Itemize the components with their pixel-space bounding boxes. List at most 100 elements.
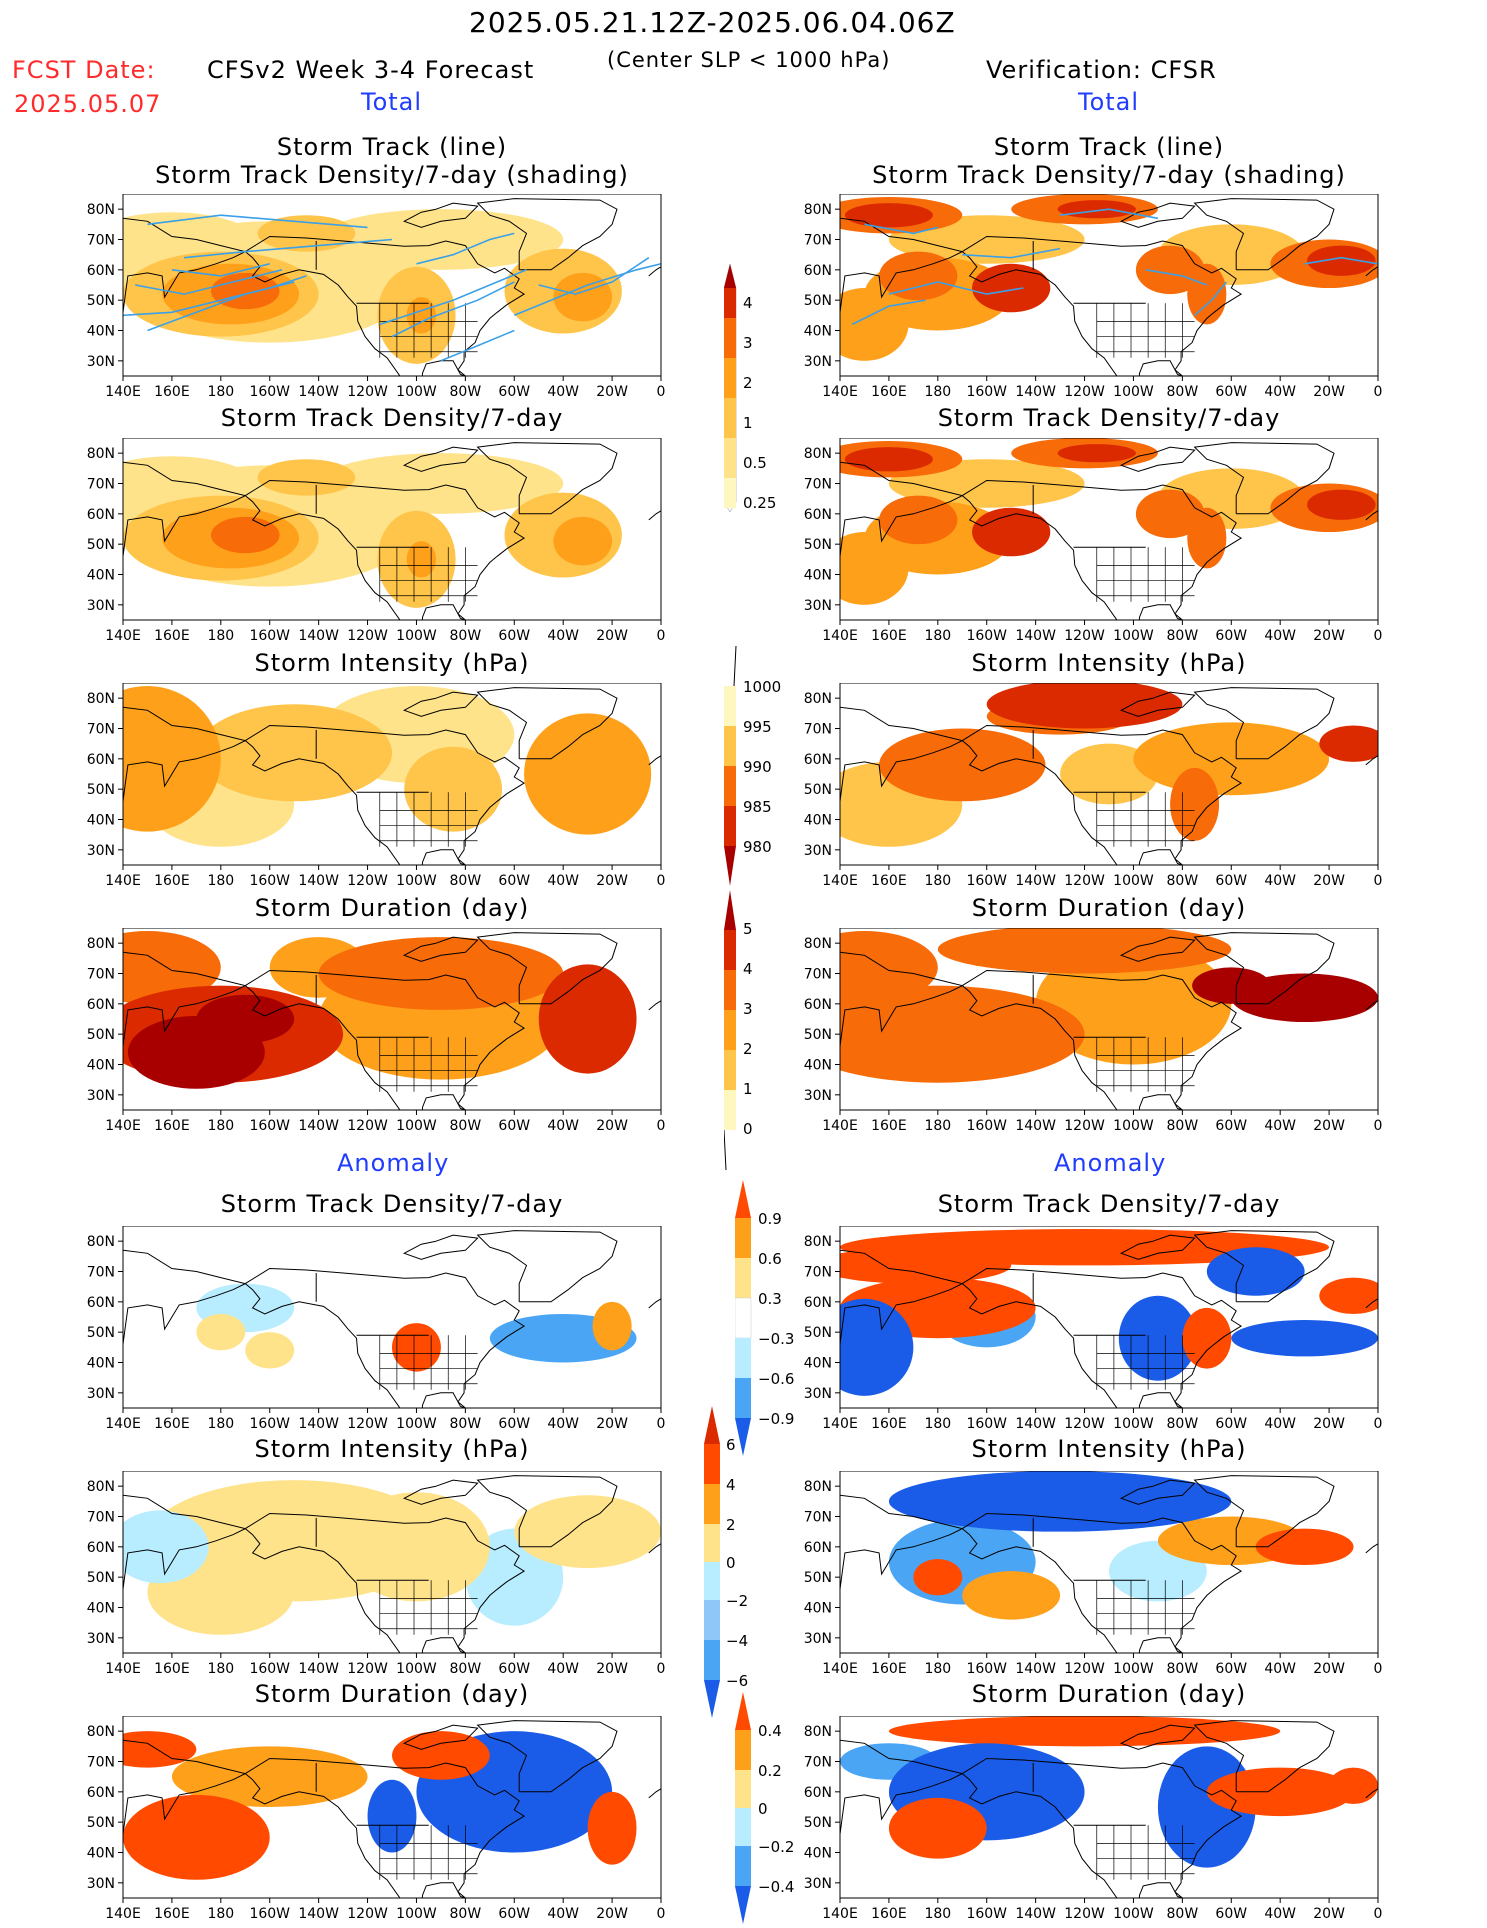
- cb-aint-3: 0: [726, 1554, 736, 1572]
- coastline: [840, 461, 964, 557]
- colorbar-density-anom: [734, 1180, 755, 1460]
- lon-tick-label: 20W: [596, 1661, 628, 1677]
- lon-tick-label: 60W: [498, 1416, 530, 1432]
- coastline: [476, 932, 618, 1005]
- shade-region: [1135, 245, 1205, 295]
- lon-tick-label: 80W: [1167, 1118, 1199, 1134]
- lon-tick-label: 80W: [1167, 384, 1199, 400]
- lon-tick-label: 160W: [249, 384, 290, 400]
- lat-tick-label: 30N: [804, 1631, 832, 1647]
- lon-tick-label: 0: [657, 628, 666, 644]
- lat-tick-label: 70N: [87, 1510, 115, 1526]
- lon-tick-label: 120W: [1064, 384, 1105, 400]
- shade-region: [879, 495, 958, 545]
- cb-aint-4: −2: [726, 1592, 749, 1610]
- lon-tick-label: 40W: [547, 1661, 579, 1677]
- cb-dens-4: 3: [743, 334, 753, 352]
- shade-region: [392, 1731, 490, 1780]
- lat-tick-label: 70N: [87, 233, 115, 249]
- lon-tick-label: 60W: [498, 384, 530, 400]
- total-label-right: Total: [1078, 88, 1140, 116]
- lat-tick-label: 50N: [87, 1815, 115, 1831]
- title-fc-aint: Storm Intensity (hPa): [254, 1435, 530, 1463]
- coastline: [244, 724, 526, 865]
- lon-tick-label: 120W: [347, 1118, 388, 1134]
- storm-track-line: [171, 263, 270, 277]
- map-fc-aint: 140E 160E 180 160W 140W 120W 100W 80W 60W 40W 20W 0…: [73, 1471, 667, 1679]
- lat-tick-label: 50N: [87, 1570, 115, 1586]
- storm-track-line: [416, 232, 515, 265]
- coastline: [123, 461, 247, 557]
- lat-tick-label: 40N: [804, 1058, 832, 1074]
- lon-tick-label: 140E: [822, 1661, 858, 1677]
- cb-int-3: 985: [743, 798, 772, 816]
- lon-tick-label: 140E: [822, 384, 858, 400]
- shade-region: [406, 541, 437, 578]
- title-ob-adur: Storm Duration (day): [971, 1680, 1247, 1708]
- lon-tick-label: 160E: [154, 1906, 190, 1922]
- lon-tick-label: 40W: [547, 1416, 579, 1432]
- coastline: [123, 951, 247, 1047]
- lat-tick-label: 70N: [804, 1265, 832, 1281]
- coastline: [1193, 1475, 1335, 1548]
- lon-tick-label: 0: [657, 1661, 666, 1677]
- storm-track-line: [123, 275, 307, 317]
- shade-region: [888, 1471, 1232, 1532]
- lat-tick-label: 60N: [87, 1540, 115, 1556]
- map-fc-adens: 140E 160E 180 160W 140W 120W 100W 80W 60W 40W 20W 0…: [73, 1226, 667, 1434]
- shade-region: [840, 931, 938, 1004]
- shade-region: [318, 937, 564, 1010]
- shade-region: [840, 1247, 1012, 1284]
- cb-int-2: 990: [743, 758, 772, 776]
- lat-tick-label: 40N: [87, 1846, 115, 1862]
- lon-tick-label: 80W: [1167, 1661, 1199, 1677]
- shade-region: [972, 263, 1051, 313]
- map-ob-adur: 140E 160E 180 160W 140W 120W 100W 80W 60W 40W 20W 0…: [790, 1716, 1384, 1924]
- title-ob-aint: Storm Intensity (hPa): [971, 1435, 1247, 1463]
- lon-tick-label: 160E: [154, 1416, 190, 1432]
- lat-tick-label: 50N: [87, 537, 115, 553]
- lon-tick-label: 20W: [596, 873, 628, 889]
- lat-tick-label: 30N: [804, 1088, 832, 1104]
- shade-region: [1057, 200, 1136, 219]
- lat-tick-label: 50N: [87, 1325, 115, 1341]
- coastline: [648, 755, 661, 766]
- lon-tick-label: 60W: [1215, 1906, 1247, 1922]
- coastline: [123, 1249, 247, 1345]
- lat-tick-label: 80N: [87, 202, 115, 218]
- shade-region: [840, 288, 909, 361]
- shade-region: [257, 459, 356, 496]
- lat-tick-label: 50N: [804, 1325, 832, 1341]
- title-ob-adens: Storm Track Density/7-day: [937, 1190, 1281, 1218]
- title-fc-dur: Storm Duration (day): [254, 894, 530, 922]
- lat-tick-label: 60N: [87, 263, 115, 279]
- lon-tick-label: 0: [1374, 628, 1383, 644]
- lon-tick-label: 40W: [547, 628, 579, 644]
- lat-tick-label: 30N: [87, 1386, 115, 1402]
- shade-region: [962, 1571, 1061, 1620]
- colorbar-duration-total: [723, 890, 738, 1174]
- cb-adur-2: 0: [758, 1800, 768, 1818]
- shade-region: [318, 453, 564, 514]
- coastline: [1365, 1000, 1378, 1011]
- lat-tick-label: 70N: [804, 1755, 832, 1771]
- cb-aint-0: 6: [726, 1436, 736, 1454]
- shade-region: [1170, 767, 1220, 841]
- shade-region: [1057, 444, 1136, 463]
- coastline: [123, 706, 247, 802]
- coastline: [244, 1267, 526, 1408]
- lon-tick-label: 120W: [1064, 628, 1105, 644]
- coastline: [402, 691, 479, 717]
- coastline: [1365, 1788, 1378, 1799]
- lon-tick-label: 180: [207, 384, 234, 400]
- anomaly-label-left: Anomaly: [337, 1149, 450, 1177]
- lon-tick-label: 60W: [1215, 873, 1247, 889]
- lon-tick-label: 100W: [1113, 384, 1154, 400]
- coastline: [1193, 1230, 1335, 1303]
- lat-tick-label: 30N: [87, 354, 115, 370]
- coastline: [1365, 755, 1378, 766]
- lat-tick-label: 60N: [804, 1785, 832, 1801]
- shade-region: [123, 1510, 209, 1584]
- shade-region: [1135, 489, 1205, 539]
- lon-tick-label: 140W: [1015, 1416, 1056, 1432]
